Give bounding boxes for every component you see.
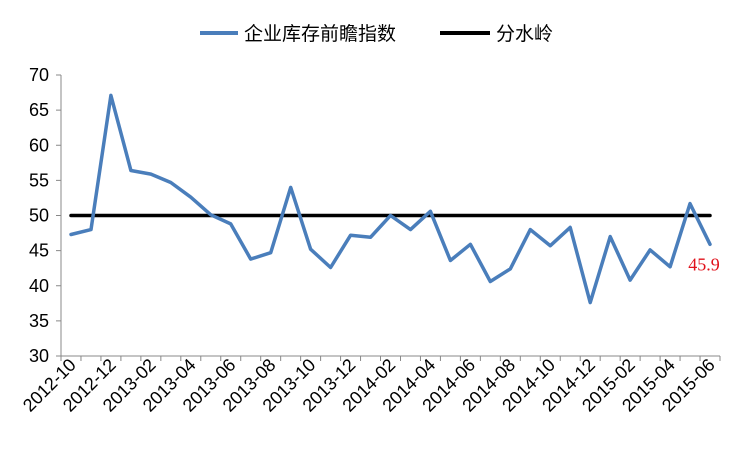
axes: [56, 74, 721, 361]
y-tick-label: 30: [29, 346, 49, 366]
plot-series: [69, 93, 712, 305]
x-axis-tick-labels: 2012-102012-122013-022013-042013-062013-…: [19, 355, 719, 416]
legend-label-inventory-index: 企业库存前瞻指数: [244, 23, 396, 45]
y-tick-label: 45: [29, 241, 49, 261]
y-tick-label: 55: [29, 170, 49, 190]
y-tick-label: 35: [29, 311, 49, 331]
data-label-annotation: 45.9: [688, 254, 720, 274]
annotations: 45.9: [688, 254, 720, 274]
y-tick-label: 40: [29, 276, 49, 296]
legend: 企业库存前瞻指数 分水岭: [200, 23, 553, 45]
y-tick-label: 70: [29, 65, 49, 85]
series-line-inventory-index: [69, 93, 712, 305]
y-axis-tick-labels: 30 35 40 45 50 55 60 65 70: [29, 65, 49, 366]
y-tick-label: 60: [29, 135, 49, 155]
y-tick-label: 65: [29, 100, 49, 120]
y-tick-label: 50: [29, 206, 49, 226]
legend-label-watershed: 分水岭: [496, 23, 553, 45]
